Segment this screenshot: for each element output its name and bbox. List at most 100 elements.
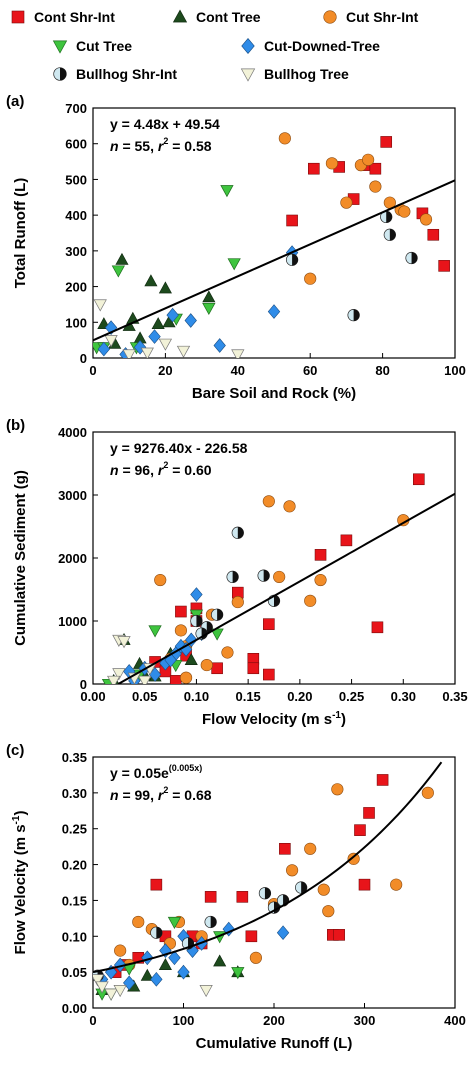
series-bullhog-tree: [107, 634, 157, 684]
data-point: [202, 302, 216, 316]
legend-marker-cut-tree: [52, 40, 68, 54]
y-tick-label: 0.00: [62, 1001, 87, 1016]
data-point: [150, 926, 163, 939]
x-tick-label: 0.30: [391, 689, 416, 704]
data-point: [278, 132, 291, 145]
data-point: [133, 339, 147, 355]
data-point: [210, 608, 224, 621]
x-tick-label: 0.10: [184, 689, 209, 704]
data-point: [276, 925, 290, 941]
data-point: [204, 915, 217, 929]
legend-item-cut-downed-tree: Cut-Downed-Tree: [241, 38, 380, 54]
data-point: [158, 281, 172, 294]
data-points: [93, 774, 434, 1001]
series-bullhog-shr-int: [285, 210, 418, 322]
series-bullhog-tree: [93, 974, 213, 1001]
data-point: [140, 968, 154, 981]
data-point: [104, 988, 118, 1001]
y-tick-label: 4000: [58, 425, 87, 440]
data-point: [347, 309, 360, 322]
plot-frame: [92, 107, 456, 359]
x-tick-label: 0.25: [339, 689, 364, 704]
data-point: [263, 668, 275, 681]
x-tick-label: 100: [173, 1013, 195, 1028]
data-point: [104, 320, 118, 335]
data-point: [295, 881, 308, 894]
legend-item-cont-shr-int: Cont Shr-Int: [11, 9, 115, 25]
data-point: [376, 774, 389, 786]
data-point: [322, 905, 335, 918]
data-point: [169, 675, 182, 684]
data-point: [317, 883, 330, 896]
data-point: [362, 153, 375, 166]
x-tick-label: 200: [263, 1013, 285, 1028]
legend-item-cont-tree: Cont Tree: [172, 9, 261, 25]
data-point: [419, 213, 433, 226]
data-point: [371, 621, 384, 634]
regression-line: [93, 761, 443, 974]
regression-stats: n = 96, r2 = 0.60: [110, 460, 212, 478]
data-point: [340, 196, 353, 209]
data-point: [177, 964, 190, 980]
y-tick-label: 200: [65, 280, 87, 295]
legend-label: Bullhog Tree: [264, 66, 349, 82]
panel-label: (a): [6, 93, 24, 110]
data-point: [263, 618, 275, 630]
y-tick-label: 0: [80, 677, 87, 692]
x-axis-title: Bare Soil and Rock (%): [192, 385, 356, 402]
data-point: [150, 878, 163, 891]
x-axis-title: Cumulative Runoff (L): [196, 1035, 353, 1052]
data-point: [190, 587, 203, 602]
data-point: [158, 958, 172, 970]
data-point: [117, 636, 131, 649]
data-point: [347, 852, 360, 865]
regression-equation: y = 0.05e(0.005x): [110, 763, 202, 781]
y-tick-label: 0.35: [62, 750, 87, 765]
y-tick-label: 1000: [58, 614, 87, 629]
data-point: [176, 345, 191, 358]
regression-line: [117, 492, 455, 684]
series-cut-shr-int: [114, 783, 434, 972]
legend-label: Cont Tree: [196, 9, 261, 25]
data-point: [114, 944, 127, 957]
x-tick-label: 100: [444, 363, 466, 378]
series-cut-shr-int: [154, 495, 410, 684]
data-point: [199, 985, 213, 998]
data-point: [204, 891, 217, 903]
data-point: [132, 915, 145, 929]
data-point: [380, 136, 393, 148]
legend-marker-cont-tree: [172, 9, 188, 23]
data-point: [258, 887, 272, 900]
data-point: [383, 228, 396, 241]
data-point: [138, 675, 152, 684]
data-point: [304, 594, 317, 607]
data-point: [325, 157, 338, 170]
data-point: [166, 307, 179, 323]
data-point: [421, 786, 434, 799]
regression-equation: y = 9276.40x - 226.58: [110, 440, 248, 456]
x-tick-label: 400: [444, 1013, 466, 1028]
y-axis-title: Flow Velocity (m s-1): [11, 811, 29, 955]
data-point: [398, 205, 411, 218]
data-point: [184, 653, 198, 666]
x-tick-label: 300: [354, 1013, 376, 1028]
data-point: [113, 957, 127, 973]
data-point: [104, 335, 118, 348]
legend-marker-cont-shr-int: [11, 10, 25, 24]
y-tick-label: 3000: [58, 488, 87, 503]
chart-panel-3: (c) 0 100 200 300 400 0.00 0.05 0.10 0.15 0.20 0.25…: [6, 742, 466, 1052]
x-axis-title: Flow Velocity (m s-1): [202, 710, 346, 728]
legend-item-cut-shr-int: Cut Shr-Int: [323, 9, 419, 25]
legend-label: Cut-Downed-Tree: [264, 38, 380, 54]
data-point: [438, 260, 450, 272]
data-point: [144, 274, 158, 287]
data-point: [283, 500, 296, 513]
y-tick-label: 0.30: [62, 786, 87, 801]
data-point: [202, 290, 216, 303]
data-point: [286, 864, 299, 877]
chart-panel-2: (b) 0.00 0.05 0.10 0.15 0.20 0.25 0.30 0.35 0 1000…: [6, 417, 468, 728]
data-point: [405, 251, 418, 265]
data-point: [190, 614, 203, 628]
x-tick-label: 60: [303, 363, 317, 378]
data-point: [151, 317, 165, 330]
